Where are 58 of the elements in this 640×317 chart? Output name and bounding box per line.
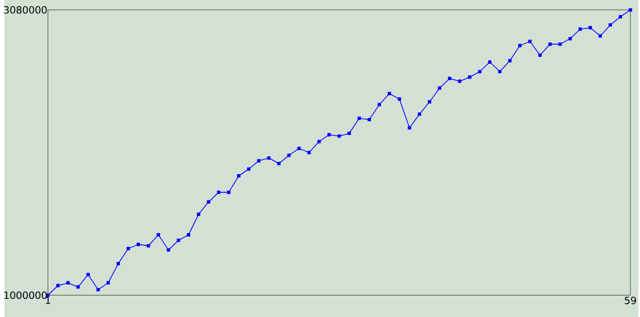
y-tick-label: 1000000 xyxy=(4,291,47,299)
point xyxy=(568,37,572,40)
point xyxy=(166,248,170,252)
point xyxy=(86,272,90,276)
point xyxy=(388,92,392,96)
point xyxy=(538,53,542,57)
point xyxy=(277,162,281,166)
point xyxy=(227,190,230,194)
point xyxy=(297,146,301,150)
point xyxy=(418,112,422,116)
point xyxy=(618,15,622,18)
x-tick-label: 59 xyxy=(624,296,636,304)
point xyxy=(146,244,150,248)
point xyxy=(66,281,70,285)
point xyxy=(337,134,341,138)
point xyxy=(508,58,512,62)
y-tick-label: 3080000 xyxy=(4,6,47,14)
point xyxy=(598,34,602,38)
point xyxy=(126,246,130,250)
point xyxy=(498,70,502,74)
x-tick-label: 1 xyxy=(46,296,50,304)
point xyxy=(267,156,271,160)
point xyxy=(136,242,140,246)
point xyxy=(317,140,321,144)
point xyxy=(247,167,250,171)
point xyxy=(378,102,382,106)
point xyxy=(478,70,482,74)
point xyxy=(257,159,261,162)
point xyxy=(368,118,371,122)
point xyxy=(216,190,220,194)
point xyxy=(408,126,412,130)
point xyxy=(398,97,402,101)
point xyxy=(488,60,492,64)
point xyxy=(548,42,552,46)
point xyxy=(428,100,432,104)
point xyxy=(287,154,291,157)
point xyxy=(608,23,612,27)
point xyxy=(578,27,582,31)
point xyxy=(558,42,562,46)
point xyxy=(588,26,592,30)
point xyxy=(116,262,120,266)
point xyxy=(327,133,331,136)
point xyxy=(96,288,100,292)
point xyxy=(176,238,180,242)
point xyxy=(458,80,462,83)
point xyxy=(156,233,160,237)
point xyxy=(237,174,240,178)
point xyxy=(348,132,351,136)
point xyxy=(206,200,210,204)
point xyxy=(56,284,60,288)
point xyxy=(106,281,110,285)
point xyxy=(358,116,361,120)
point xyxy=(196,212,200,216)
point xyxy=(628,8,632,12)
point xyxy=(448,76,452,80)
point xyxy=(438,86,442,90)
point xyxy=(468,75,472,79)
point xyxy=(186,233,190,237)
